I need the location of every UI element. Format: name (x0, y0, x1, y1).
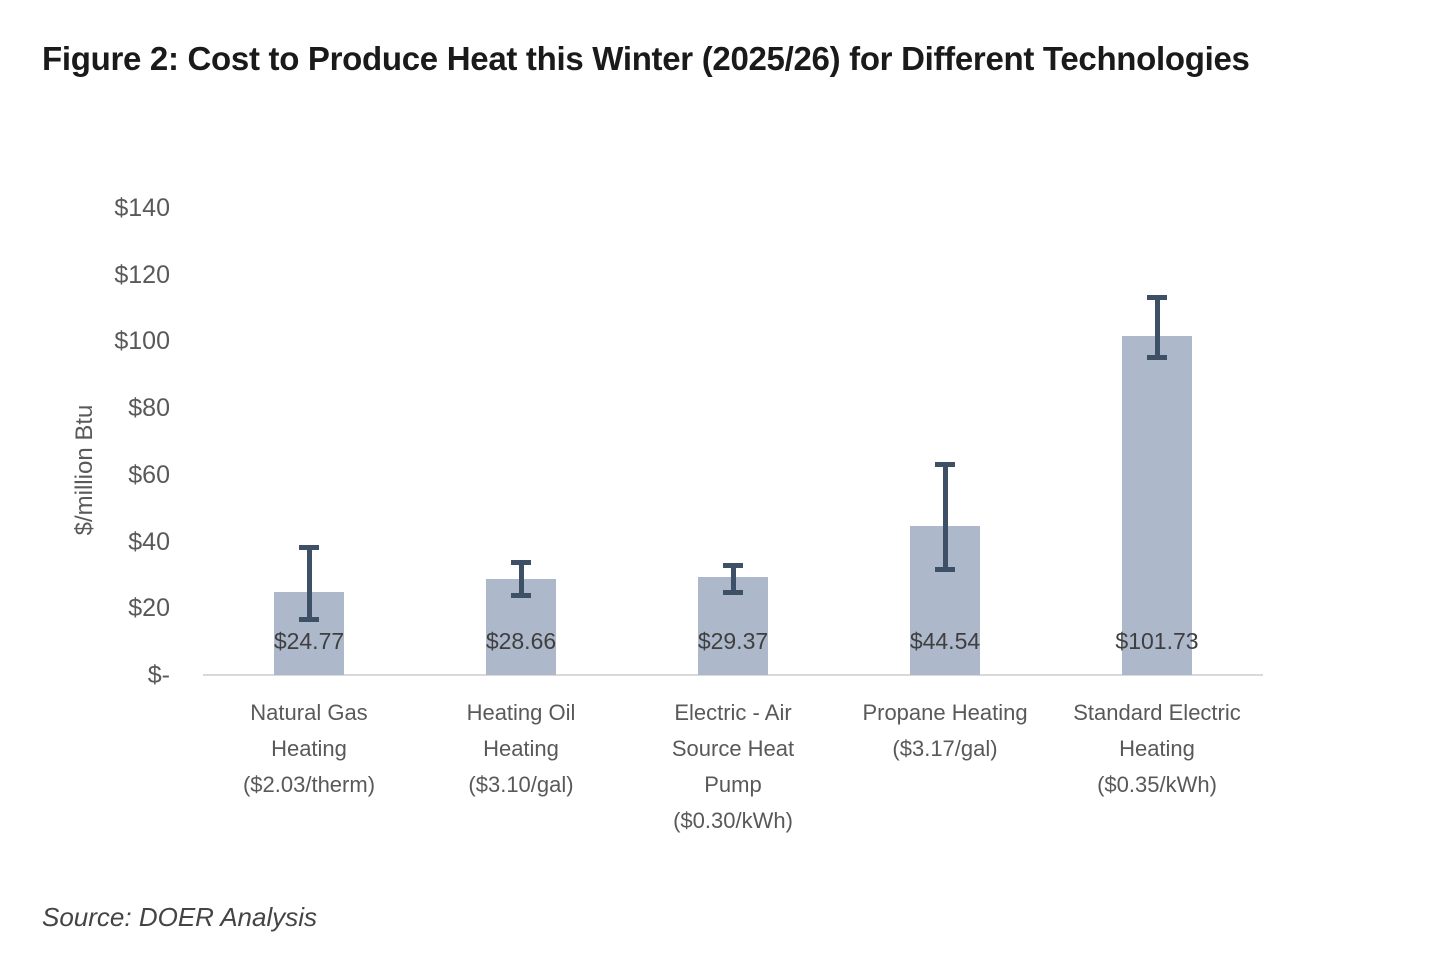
data-label: $24.77 (273, 628, 345, 654)
data-label: $29.37 (697, 628, 769, 654)
figure-title: Figure 2: Cost to Produce Heat this Wint… (42, 40, 1250, 77)
error-bar-cap-top (1147, 294, 1167, 300)
y-tick-label: $120 (114, 260, 170, 289)
error-bar-cap-bottom (1147, 354, 1167, 360)
error-bar-line (1154, 294, 1160, 360)
error-bar-cap-top (299, 544, 319, 550)
error-bar-line (306, 544, 312, 622)
error-bar-cap-top (511, 559, 531, 565)
error-bar-cap-top (723, 563, 743, 569)
y-tick-label: $60 (128, 460, 170, 489)
y-tick-label: $100 (114, 327, 170, 356)
error-bar-cap-top (935, 461, 955, 467)
error-bar-cap-bottom (511, 593, 531, 599)
category-label: Natural Gas Heating ($2.03/therm) (242, 700, 376, 797)
y-tick-label: $20 (128, 594, 170, 623)
y-tick-label: $40 (128, 527, 170, 556)
error-bar-line (942, 461, 948, 572)
data-label: $101.73 (1115, 628, 1199, 654)
data-label: $28.66 (485, 628, 557, 654)
error-bar-line (518, 559, 524, 599)
category-label: Electric - Air Source Heat Pump ($0.30/k… (671, 700, 795, 833)
category-label: Propane Heating ($3.17/gal) (862, 700, 1028, 761)
error-bar-cap-bottom (723, 589, 743, 595)
error-bar-cap-bottom (935, 566, 955, 572)
bar (1122, 335, 1192, 675)
category-label: Heating Oil Heating ($3.10/gal) (466, 700, 576, 797)
y-tick-label: $80 (128, 394, 170, 423)
y-tick-label: $- (147, 661, 170, 689)
x-axis-line (203, 674, 1263, 676)
data-label: $44.54 (909, 628, 981, 654)
y-tick-label: $140 (114, 194, 170, 222)
category-label: Standard Electric Heating ($0.35/kWh) (1073, 700, 1241, 797)
error-bar-cap-bottom (299, 616, 319, 622)
error-bar-line (730, 563, 736, 595)
source-note: Source: DOER Analysis (42, 902, 318, 932)
